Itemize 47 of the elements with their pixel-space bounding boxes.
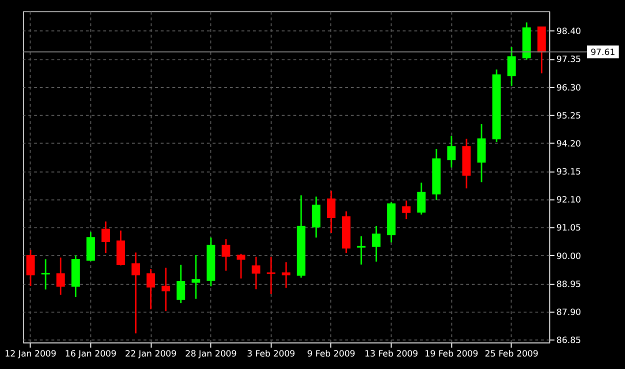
candlestick: [402, 200, 411, 220]
y-tick-label: 88.95: [556, 280, 582, 290]
candlestick: [56, 256, 65, 296]
candlestick: [162, 267, 170, 312]
y-tick-label: 95.25: [556, 111, 582, 122]
x-tick-label: 13 Feb 2009: [364, 349, 418, 360]
x-tick-label: 25 Feb 2009: [484, 349, 538, 360]
candlestick: [417, 182, 426, 216]
x-tick-label: 28 Jan 2009: [185, 349, 237, 360]
x-tick-label: 16 Jan 2009: [64, 349, 117, 360]
ref-line-label: 97.61: [590, 48, 616, 58]
candlestick: [236, 253, 246, 280]
candlestick: [282, 261, 290, 289]
candlestick: [326, 190, 336, 234]
y-tick-label: 93.15: [556, 168, 582, 178]
candlestick: [146, 268, 156, 310]
y-tick-label: 98.40: [556, 27, 582, 38]
candlestick: [266, 256, 276, 295]
x-tick-label: 9 Feb 2009: [307, 349, 356, 360]
candlestick: [372, 225, 381, 262]
candlestick: [447, 135, 456, 168]
candlestick: [101, 220, 110, 254]
candlestick: [507, 46, 516, 87]
candlestick: [132, 252, 140, 334]
candlestick: [477, 123, 486, 183]
y-tick-label: 94.20: [556, 139, 582, 150]
y-tick-label: 86.85: [556, 336, 582, 346]
candlestick: [176, 264, 186, 304]
y-tick-label: 90.00: [556, 252, 582, 262]
x-tick-label: 3 Feb 2009: [246, 349, 296, 360]
candlestick: [116, 230, 125, 266]
y-tick-label: 91.05: [556, 224, 582, 234]
y-tick-label: 92.10: [556, 196, 582, 206]
candlestick: [252, 256, 260, 290]
y-tick-label: 96.30: [556, 83, 582, 94]
x-tick-label: 12 Jan 2009: [4, 349, 56, 360]
y-tick-label: 97.35: [556, 55, 582, 66]
y-tick-label: 87.90: [556, 308, 582, 318]
candlestick: [41, 258, 50, 290]
x-tick-label: 19 Feb 2009: [424, 349, 478, 360]
candlestick: [222, 238, 230, 272]
candlestick: [357, 235, 366, 266]
candlestick: [86, 231, 95, 262]
candlestick: [192, 254, 200, 300]
candlestick: [312, 196, 320, 238]
candlestick: [26, 249, 35, 287]
x-tick-label: 22 Jan 2009: [124, 349, 177, 360]
